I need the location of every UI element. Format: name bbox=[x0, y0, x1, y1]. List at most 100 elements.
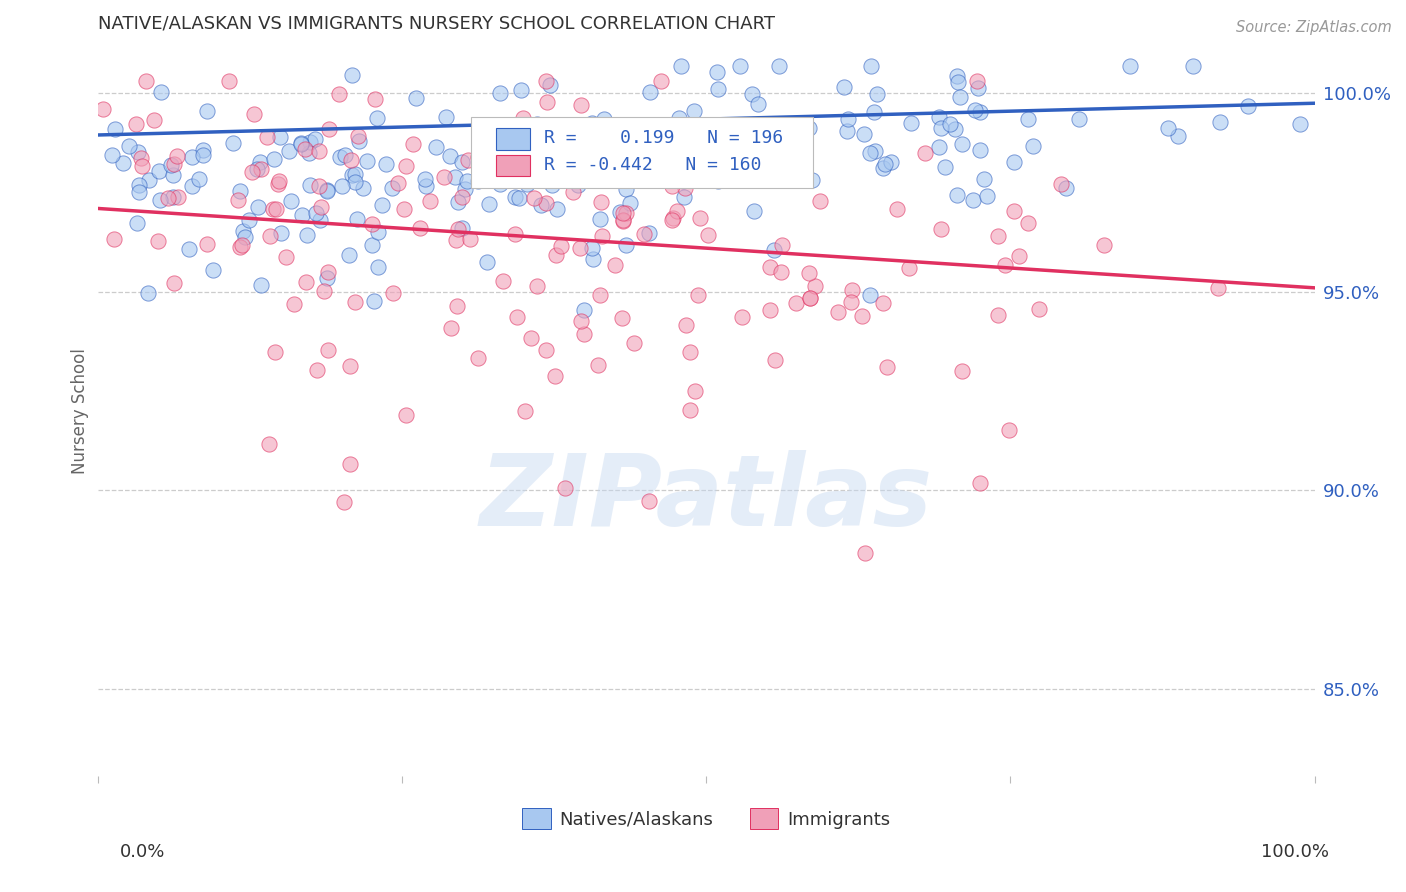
Point bbox=[104, 121, 127, 136]
Point bbox=[661, 179, 683, 194]
Point bbox=[610, 171, 633, 186]
Point bbox=[382, 285, 405, 300]
Point bbox=[969, 476, 991, 491]
Point bbox=[544, 368, 567, 383]
Point bbox=[591, 229, 613, 244]
Point bbox=[973, 172, 995, 186]
Point bbox=[859, 288, 882, 302]
Point bbox=[1050, 177, 1073, 191]
Point bbox=[250, 162, 273, 177]
Point bbox=[614, 182, 637, 196]
Point bbox=[751, 167, 773, 181]
Point bbox=[621, 153, 644, 167]
Point bbox=[489, 178, 512, 192]
Point bbox=[419, 194, 441, 208]
Point bbox=[290, 136, 312, 151]
Point bbox=[444, 233, 467, 247]
Point bbox=[135, 74, 157, 88]
Point bbox=[218, 74, 240, 88]
Point bbox=[290, 136, 312, 150]
Point bbox=[741, 87, 763, 102]
Point bbox=[364, 92, 387, 106]
Point bbox=[344, 294, 367, 309]
Point bbox=[568, 241, 591, 255]
Point bbox=[510, 83, 533, 97]
Point bbox=[434, 110, 457, 124]
Point bbox=[804, 279, 827, 293]
Point bbox=[340, 153, 363, 167]
Point bbox=[269, 130, 291, 145]
Point bbox=[654, 148, 676, 162]
Point bbox=[415, 178, 437, 193]
Point bbox=[467, 174, 489, 188]
Text: ZIPatlas: ZIPatlas bbox=[479, 450, 932, 547]
Point bbox=[619, 196, 641, 211]
Point bbox=[387, 176, 409, 190]
Point bbox=[1017, 112, 1039, 126]
Point bbox=[263, 152, 285, 166]
Point bbox=[103, 232, 125, 246]
Point bbox=[797, 120, 820, 135]
Point bbox=[536, 95, 558, 110]
Point bbox=[800, 173, 823, 187]
Point bbox=[865, 144, 887, 158]
Point bbox=[754, 160, 776, 174]
Point bbox=[148, 163, 170, 178]
Point bbox=[450, 221, 472, 235]
Point bbox=[523, 191, 546, 205]
Point bbox=[562, 185, 585, 199]
Point bbox=[853, 545, 876, 559]
Text: 100.0%: 100.0% bbox=[1261, 843, 1329, 861]
Point bbox=[553, 169, 575, 183]
Point bbox=[454, 182, 477, 196]
Point bbox=[661, 211, 683, 226]
Point bbox=[162, 190, 184, 204]
Point bbox=[328, 87, 350, 101]
Point bbox=[280, 194, 302, 209]
Point bbox=[467, 351, 489, 366]
Point bbox=[256, 129, 278, 144]
Point bbox=[451, 154, 474, 169]
Point bbox=[294, 275, 316, 289]
Point bbox=[516, 177, 538, 191]
Point bbox=[787, 154, 810, 169]
Point bbox=[768, 58, 790, 72]
Point bbox=[623, 336, 645, 351]
Point bbox=[118, 139, 141, 153]
Point bbox=[515, 404, 537, 418]
Point bbox=[402, 136, 425, 151]
Point bbox=[166, 149, 188, 163]
Point bbox=[640, 85, 662, 99]
Point bbox=[240, 164, 263, 178]
Point bbox=[520, 331, 543, 345]
Point bbox=[491, 274, 513, 288]
Point bbox=[1237, 99, 1260, 113]
Point bbox=[763, 352, 786, 367]
Point bbox=[707, 174, 730, 188]
Point bbox=[125, 216, 148, 230]
Point bbox=[666, 140, 689, 154]
Point bbox=[668, 112, 690, 126]
Point bbox=[866, 87, 889, 102]
Point bbox=[477, 255, 499, 269]
Point bbox=[492, 129, 515, 144]
Point bbox=[460, 232, 482, 246]
Point bbox=[329, 150, 352, 164]
Point bbox=[723, 137, 745, 152]
Point bbox=[222, 136, 245, 150]
Point bbox=[1209, 115, 1232, 129]
Point bbox=[962, 193, 984, 207]
Point bbox=[413, 171, 436, 186]
Point bbox=[316, 184, 339, 198]
Point bbox=[675, 318, 697, 332]
Point bbox=[835, 124, 858, 138]
Point bbox=[439, 149, 461, 163]
FancyBboxPatch shape bbox=[495, 154, 530, 177]
Point bbox=[163, 156, 186, 170]
Point bbox=[1017, 216, 1039, 230]
Point bbox=[1092, 237, 1115, 252]
Point bbox=[467, 150, 489, 164]
Point bbox=[316, 343, 339, 357]
Point bbox=[340, 168, 363, 182]
Point bbox=[503, 227, 526, 242]
